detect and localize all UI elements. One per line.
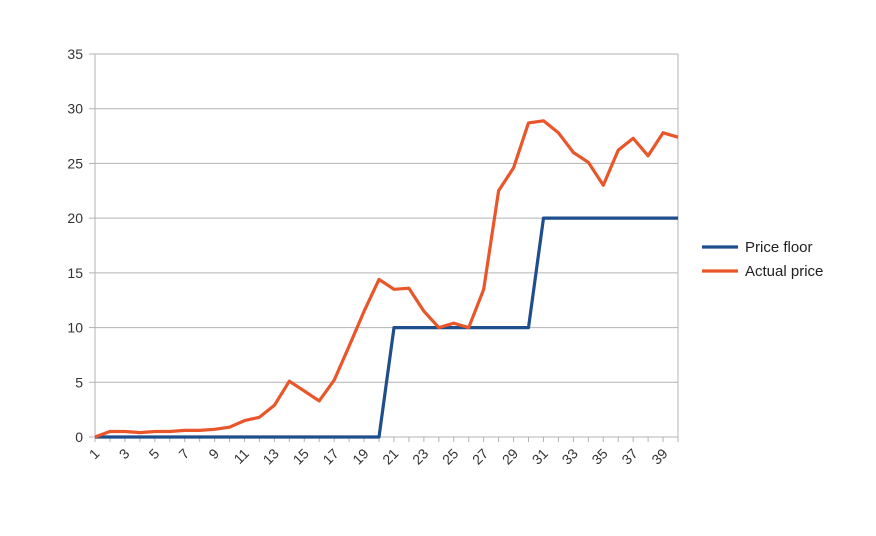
x-tick-label: 37 (618, 445, 640, 467)
x-tick-label: 29 (499, 445, 521, 467)
x-tick-label: 27 (469, 445, 491, 467)
y-tick-label: 30 (67, 101, 83, 117)
x-tick-label: 35 (588, 445, 610, 467)
x-tick-label: 17 (319, 445, 341, 467)
y-tick-label: 0 (75, 429, 83, 445)
y-tick-label: 25 (67, 155, 83, 171)
y-tick-label: 20 (67, 210, 83, 226)
x-tick-label: 25 (439, 445, 461, 467)
legend: Price floor Actual price (702, 239, 823, 280)
legend-label: Price floor (745, 239, 813, 256)
x-tick-label: 39 (648, 445, 670, 467)
x-tick-label: 7 (175, 445, 192, 462)
y-tick-label: 10 (67, 320, 83, 336)
series-line-price-floor (95, 216, 678, 439)
x-tick-label: 1 (86, 445, 103, 462)
grid-lines (95, 53, 678, 383)
series-lines (94, 119, 679, 439)
y-tick-label: 5 (75, 374, 83, 390)
x-tick-label: 3 (116, 445, 133, 462)
series-line-actual-price (94, 119, 679, 439)
x-tick-label: 9 (205, 445, 222, 462)
x-tick-label: 11 (230, 445, 252, 467)
x-tick-label: 21 (379, 445, 401, 467)
y-tick-label: 35 (67, 46, 83, 62)
x-tick-label: 23 (409, 445, 431, 467)
y-axis-ticks: 0 5 10 15 20 25 30 35 (67, 46, 95, 445)
x-tick-label: 33 (559, 445, 581, 467)
x-tick-label: 5 (146, 445, 163, 462)
x-tick-label: 31 (529, 445, 551, 467)
x-axis-ticks: 1 3 5 7 9 11 13 15 17 19 21 23 25 27 29 31 33 35 37 39 (86, 437, 679, 468)
legend-label: Actual price (745, 263, 823, 280)
x-tick-label: 19 (349, 445, 371, 467)
x-tick-label: 13 (260, 445, 282, 467)
y-tick-label: 15 (67, 265, 83, 281)
x-tick-label: 15 (290, 445, 312, 467)
